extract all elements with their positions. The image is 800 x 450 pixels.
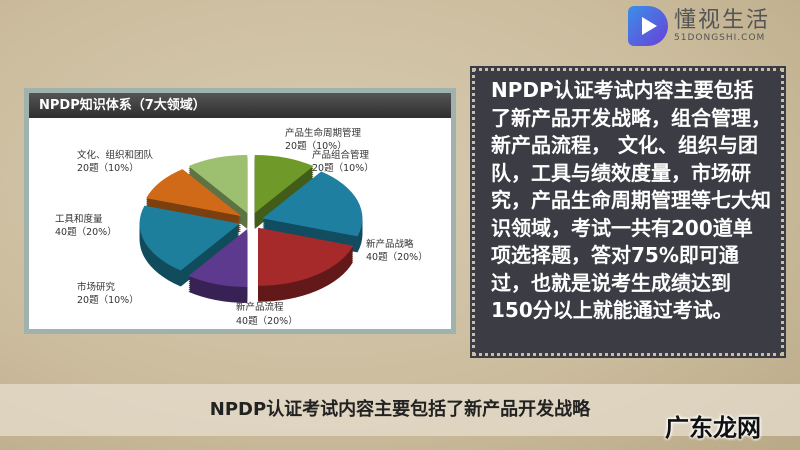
logo-name: 懂视生活 bbox=[674, 8, 771, 33]
pie-slice bbox=[139, 205, 240, 271]
label-strategy: 新产品战略 40题（20%） bbox=[366, 239, 428, 263]
site-logo: 懂视生活 51DONGSHI.COM bbox=[628, 6, 770, 46]
chart-frame: NPDP知识体系（7大领域） 产品生命周期管理 20题（10%） 产品组合管理 20… bbox=[24, 88, 456, 334]
label-lifecycle: 产品生命周期管理 20题（10%） bbox=[285, 128, 362, 152]
label-tools: 工具和度量 40题（20%） bbox=[55, 214, 117, 238]
label-process: 新产品流程 40题（20%） bbox=[236, 302, 298, 327]
label-portfolio: 产品组合管理 20题（10%） bbox=[312, 150, 374, 174]
label-culture: 文化、组织和团队 20题（10%） bbox=[77, 150, 154, 174]
description-box: NPDP认证考试内容主要包括了新产品开发战略，组合管理，新产品流程， 文化、组织… bbox=[470, 66, 786, 358]
logo-play-icon bbox=[628, 6, 668, 46]
pie-slice bbox=[188, 228, 248, 287]
pie-slice bbox=[188, 155, 248, 214]
label-market: 市场研究 20题（10%） bbox=[77, 282, 139, 306]
watermark: 广东龙网 bbox=[665, 414, 761, 442]
chart-title: NPDP知识体系（7大领域） bbox=[29, 93, 451, 118]
pie-slice bbox=[254, 155, 314, 214]
pie-slice bbox=[262, 171, 363, 237]
pie-chart bbox=[139, 155, 363, 303]
caption-banner: NPDP认证考试内容主要包括了新产品开发战略 bbox=[0, 384, 800, 436]
logo-domain: 51DONGSHI.COM bbox=[674, 33, 766, 43]
pie-slice bbox=[258, 227, 354, 286]
pie-slice bbox=[146, 169, 242, 217]
